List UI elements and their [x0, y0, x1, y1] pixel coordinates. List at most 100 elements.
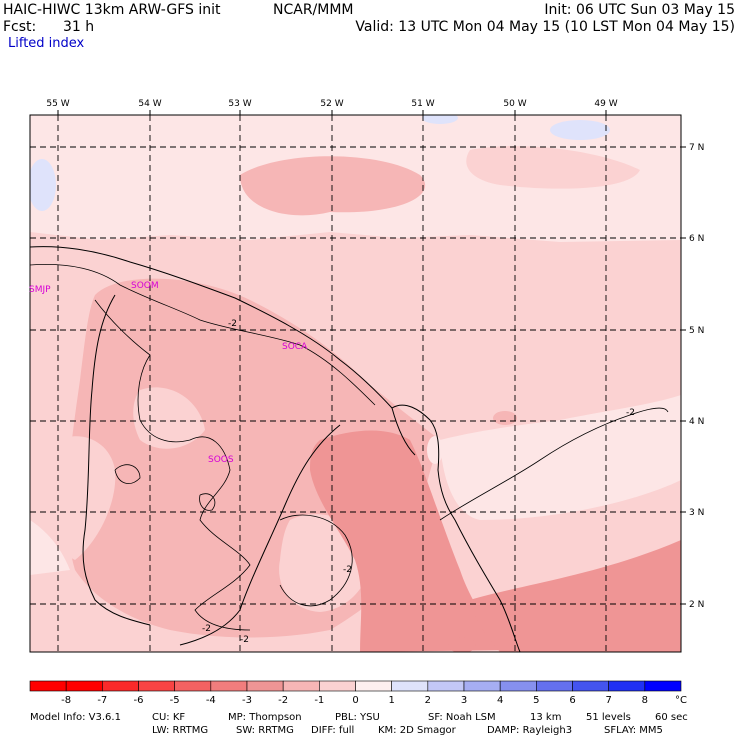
contour-label: -2 — [240, 635, 249, 645]
border-west — [82, 294, 151, 626]
colorbar-tick-label: 4 — [496, 695, 504, 706]
colorbar-tick-label: 3 — [460, 695, 468, 706]
info-km: KM: 2D Smagor — [378, 725, 456, 736]
lat-lon-grid — [30, 115, 681, 652]
contour-lines — [30, 264, 669, 631]
lon-label: 53 W — [228, 99, 251, 109]
info-damp: DAMP: Rayleigh3 — [487, 725, 573, 736]
blue-tint-west — [30, 159, 56, 211]
east-light-area — [440, 395, 681, 520]
lat-label: 3 N — [689, 508, 704, 518]
field-name: Lifted index — [8, 36, 85, 51]
southwest-pale — [30, 520, 70, 575]
colorbar-swatch — [282, 680, 320, 692]
east-small-patch — [493, 411, 517, 425]
lifted-index-field — [30, 115, 681, 652]
contour-small-1 — [114, 464, 141, 484]
station-label: SOCA — [282, 342, 308, 352]
contour-small-2 — [199, 493, 216, 511]
init-time: Init: 06 UTC Sun 03 May 15 — [544, 2, 735, 18]
fcst-hours: 31 h — [63, 19, 95, 35]
map-frame — [29, 114, 682, 653]
colorbar-swatch — [608, 680, 646, 692]
colorbar-tick-label: -3 — [242, 695, 252, 706]
info-res: 13 km — [530, 712, 562, 723]
info-pbl: PBL: YSU — [335, 712, 380, 723]
info-sf: SF: Noah LSM — [428, 712, 496, 723]
lat-labels: 7 N 6 N 5 N 4 N 3 N 2 N — [689, 143, 704, 610]
colorbar-swatch — [65, 680, 103, 692]
colorbar-tick-label: -2 — [278, 695, 289, 706]
contour-label: -2 — [626, 408, 635, 418]
blue-tint-north — [422, 115, 458, 124]
colorbar-tick-label: -4 — [205, 695, 216, 706]
station-label: SOOS — [208, 455, 234, 465]
contour-inland — [94, 299, 251, 631]
station-label: SOOM — [131, 281, 159, 291]
colorbar-swatch — [572, 680, 609, 692]
station-labels: SMJP SOCA SOOM SOOS — [29, 281, 308, 465]
info-lw: LW: RRTMG — [152, 725, 209, 736]
border-coast — [391, 407, 416, 456]
north-patch — [240, 156, 426, 216]
station-label: SMJP — [29, 285, 51, 295]
model-title: HAIC-HIWC 13km ARW-GFS init — [3, 2, 221, 18]
west-light-patch — [49, 436, 116, 560]
colorbar-tick-label: 6 — [569, 695, 576, 706]
colorbar — [29, 680, 682, 692]
valid-time: Valid: 13 UTC Mon 04 May 15 (10 LST Mon … — [355, 19, 735, 35]
lat-label: 2 N — [689, 600, 704, 610]
lon-labels: 55 W 54 W 53 W 52 W 51 W 50 W 49 W — [46, 99, 617, 109]
coast-light-patch — [427, 436, 443, 464]
lat-label: 6 N — [689, 234, 704, 244]
colorbar-swatch — [644, 680, 682, 692]
colorbar-swatch — [102, 680, 139, 692]
colorbar-unit: °C — [675, 695, 687, 706]
colorbar-tick-label: -1 — [314, 695, 325, 706]
fcst-label: Fcst: — [3, 19, 37, 35]
colorbar-tick-label: 7 — [605, 695, 612, 706]
colorbar-swatch — [174, 680, 212, 692]
colorbar-swatch — [499, 680, 537, 692]
info-levels: 51 levels — [586, 712, 631, 723]
coastline-and-borders — [30, 246, 521, 652]
colorbar-tick-label: 0 — [352, 695, 359, 706]
colorbar-swatch — [427, 680, 465, 692]
small-salmon-patch — [448, 637, 476, 652]
colorbar-swatch — [246, 680, 284, 692]
colorbar-swatch — [463, 680, 501, 692]
coastline — [30, 246, 521, 652]
colorbar-swatch — [210, 680, 248, 692]
colorbar-swatch — [391, 680, 429, 692]
info-sflay: SFLAY: MM5 — [604, 725, 663, 736]
lat-label: 5 N — [689, 326, 704, 336]
contour-label: -2 — [343, 565, 352, 575]
contour-label: -2 — [202, 624, 211, 634]
colorbar-swatch — [29, 680, 67, 692]
contour-coast — [30, 264, 376, 406]
colorbar-tick-label: 1 — [388, 695, 395, 706]
colorbar-tick-label: -8 — [61, 695, 72, 706]
contour-east — [439, 407, 669, 521]
lon-label: 54 W — [138, 99, 161, 109]
colorbar-tick-label: -5 — [169, 695, 180, 706]
colorbar-tick-label: -7 — [97, 695, 108, 706]
colorbar-tick-label: -6 — [133, 695, 144, 706]
info-mp: MP: Thompson — [228, 712, 302, 723]
contour-label: -2 — [228, 319, 237, 329]
colorbar-tick-label: 2 — [424, 695, 432, 706]
colorbar-tick-label: 8 — [641, 695, 649, 706]
info-sw: SW: RRTMG — [236, 725, 294, 736]
colorbar-swatch — [536, 680, 573, 692]
blue-tint-east — [550, 120, 610, 140]
colorbar-tick-label: 5 — [533, 695, 540, 706]
info-cu: CU: KF — [152, 712, 186, 723]
north-east-patch — [466, 146, 640, 189]
lat-label: 4 N — [689, 417, 704, 427]
lon-label: 55 W — [46, 99, 69, 109]
info-diff: DIFF: full — [311, 725, 355, 736]
border-east — [179, 424, 341, 646]
axis-ticks — [57, 110, 686, 605]
colorbar-swatch — [355, 680, 392, 692]
lon-label: 52 W — [320, 99, 343, 109]
